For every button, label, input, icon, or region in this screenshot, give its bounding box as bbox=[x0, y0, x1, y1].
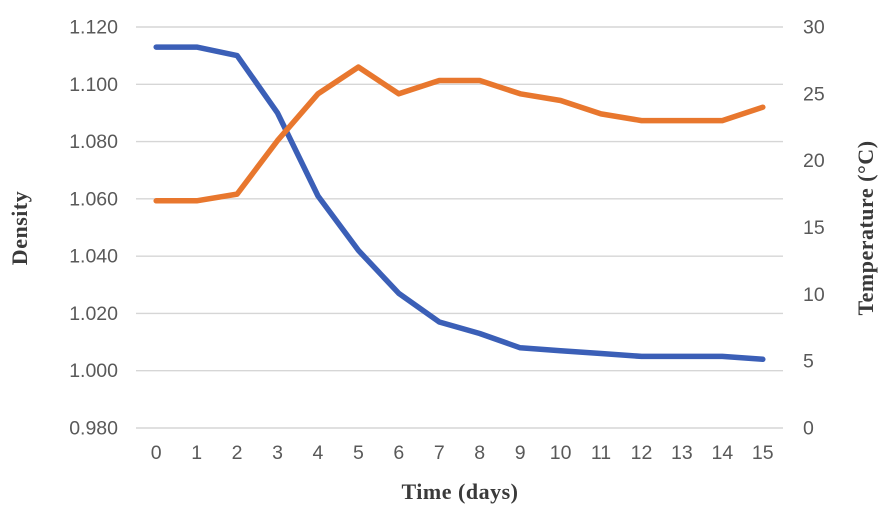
x-axis-tick-label: 4 bbox=[313, 442, 324, 464]
right-axis-tick-label: 20 bbox=[803, 150, 825, 172]
x-axis-tick-label: 11 bbox=[591, 442, 611, 464]
x-axis-tick-label: 1 bbox=[191, 442, 202, 464]
x-axis-tick-label: 6 bbox=[393, 442, 404, 464]
x-axis-tick-label: 3 bbox=[272, 442, 283, 464]
right-axis-tick-label: 5 bbox=[803, 351, 814, 373]
left-axis-title: Density bbox=[7, 190, 32, 266]
x-axis-tick-label: 2 bbox=[232, 442, 243, 464]
left-axis-tick-label: 1.020 bbox=[69, 303, 118, 325]
x-axis-tick-label: 5 bbox=[353, 442, 364, 464]
right-axis-tick-label: 0 bbox=[803, 418, 814, 440]
density-line bbox=[153, 44, 766, 363]
x-axis-tick-label: 0 bbox=[151, 442, 162, 464]
left-axis-tick-label: 1.000 bbox=[69, 360, 118, 382]
x-axis-tick-label: 8 bbox=[474, 442, 485, 464]
x-axis-tick-label: 13 bbox=[671, 442, 693, 464]
left-axis-tick-label: 0.980 bbox=[69, 418, 118, 440]
x-axis-tick-label: 15 bbox=[752, 442, 774, 464]
right-axis-title: Temperature (°C) bbox=[853, 140, 878, 316]
x-axis-tick-label: 10 bbox=[550, 442, 572, 464]
left-axis-tick-label: 1.080 bbox=[69, 131, 118, 153]
x-axis-title: Time (days) bbox=[401, 479, 519, 504]
x-axis-tick-label: 14 bbox=[711, 442, 733, 464]
temperature-line bbox=[153, 64, 766, 204]
x-axis-tick-label: 7 bbox=[434, 442, 445, 464]
right-axis-tick-label: 30 bbox=[803, 17, 825, 39]
left-axis-tick-label: 1.100 bbox=[69, 74, 118, 96]
x-axis-tick-label: 12 bbox=[631, 442, 653, 464]
x-axis-tick-label: 9 bbox=[515, 442, 526, 464]
left-axis-tick-label: 1.060 bbox=[69, 188, 118, 210]
left-axis-tick-label: 1.120 bbox=[69, 17, 118, 39]
right-axis-tick-label: 25 bbox=[803, 83, 825, 105]
right-axis-tick-label: 10 bbox=[803, 284, 825, 306]
right-axis-tick-label: 15 bbox=[803, 217, 825, 239]
left-axis-tick-label: 1.040 bbox=[69, 246, 118, 268]
